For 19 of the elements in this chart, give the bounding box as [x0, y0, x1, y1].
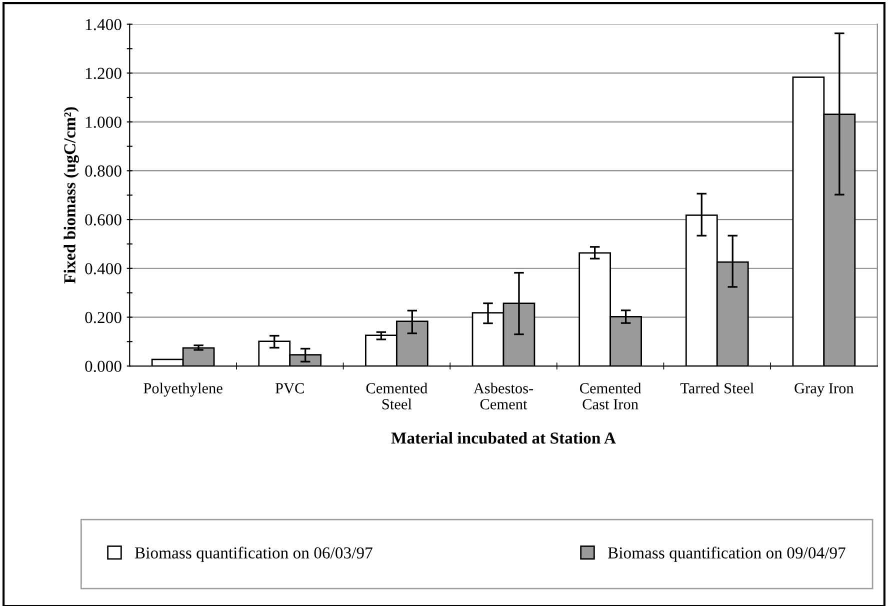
y-tick-label: 0.000 [85, 360, 122, 372]
y-tick-label: 1.200 [86, 68, 122, 80]
x-axis-title: Material incubated at Station A [391, 432, 616, 444]
y-tick-label: 1.400 [86, 18, 122, 30]
legend-label: Biomass quantification on 06/03/97 [134, 546, 372, 562]
legend-label: Biomass quantification on 09/04/97 [608, 546, 846, 562]
x-tick-label: Tarred Steel [680, 382, 754, 394]
x-tick-label: Asbestos- Cement [474, 382, 534, 410]
x-tick-label: Gray Iron [794, 383, 854, 397]
y-tick-label: 0.400 [85, 263, 122, 274]
x-tick-label: Cemented Steel [366, 382, 428, 410]
y-tick-label: 0.800 [85, 165, 122, 177]
y-tick-label: 0.600 [85, 214, 122, 226]
x-tick-label: Cemented Cast Iron [580, 382, 642, 410]
x-tick-label: PVC [275, 383, 304, 394]
y-tick-label: 1.000 [86, 116, 122, 128]
x-tick-label: Polyethylene [144, 382, 222, 397]
y-axis-title: Fixed biomass (ugC/cm²) [64, 107, 79, 284]
y-tick-label: 0.200 [85, 312, 122, 324]
